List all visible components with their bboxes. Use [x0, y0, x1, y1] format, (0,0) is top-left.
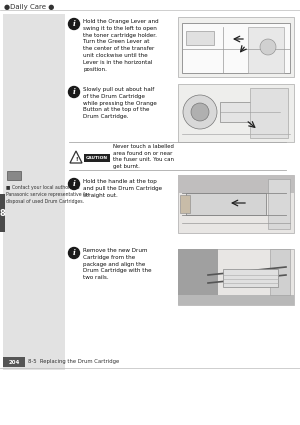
Bar — [220, 102, 280, 122]
Bar — [223, 269, 278, 287]
Bar — [186, 31, 214, 45]
Circle shape — [191, 103, 209, 121]
Bar — [270, 249, 290, 295]
Bar — [186, 193, 266, 215]
Bar — [178, 249, 294, 305]
Bar — [178, 295, 294, 305]
Text: Slowly pull out about half
of the Drum Cartridge
while pressing the Orange
Butto: Slowly pull out about half of the Drum C… — [83, 87, 157, 119]
Circle shape — [68, 19, 80, 29]
Bar — [178, 84, 294, 142]
Circle shape — [68, 247, 80, 258]
Circle shape — [68, 178, 80, 190]
Bar — [84, 154, 110, 162]
Text: CAUTION: CAUTION — [86, 156, 108, 160]
Text: Hold the Orange Lever and
swing it to the left to open
the toner cartridge holde: Hold the Orange Lever and swing it to th… — [83, 19, 159, 71]
Bar — [178, 17, 294, 77]
Circle shape — [183, 95, 217, 129]
Bar — [3, 357, 25, 367]
Bar — [268, 179, 290, 229]
Text: Never touch a labelled
area found on or near
the fuser unit. You can
get burnt.: Never touch a labelled area found on or … — [113, 144, 174, 169]
Text: Remove the new Drum
Cartridge from the
package and align the
Drum Cartridge with: Remove the new Drum Cartridge from the p… — [83, 248, 152, 280]
Bar — [250, 88, 288, 138]
Polygon shape — [70, 151, 82, 163]
Text: 8-5  Replacing the Drum Cartridge: 8-5 Replacing the Drum Cartridge — [28, 360, 119, 365]
Bar — [178, 175, 294, 233]
Bar — [7, 171, 21, 180]
Circle shape — [68, 87, 80, 97]
Text: Hold the handle at the top
and pull the Drum Cartridge
straight out.: Hold the handle at the top and pull the … — [83, 179, 162, 198]
Text: ●Daily Care ●: ●Daily Care ● — [4, 4, 54, 10]
Text: 204: 204 — [8, 360, 20, 365]
Bar — [182, 23, 290, 73]
Text: i: i — [73, 20, 75, 28]
Text: i: i — [73, 88, 75, 96]
Bar — [180, 195, 190, 213]
Bar — [0, 194, 5, 232]
Text: !: ! — [75, 156, 77, 162]
Text: ■ Contact your local authorized
Panasonic service representative for
disposal of: ■ Contact your local authorized Panasoni… — [6, 185, 89, 204]
Circle shape — [260, 39, 276, 55]
Text: i: i — [73, 249, 75, 257]
Bar — [3, 14, 65, 370]
Bar — [178, 175, 294, 193]
Text: i: i — [73, 180, 75, 188]
Text: 8: 8 — [0, 209, 5, 218]
Bar — [248, 27, 284, 73]
Bar — [178, 249, 218, 305]
